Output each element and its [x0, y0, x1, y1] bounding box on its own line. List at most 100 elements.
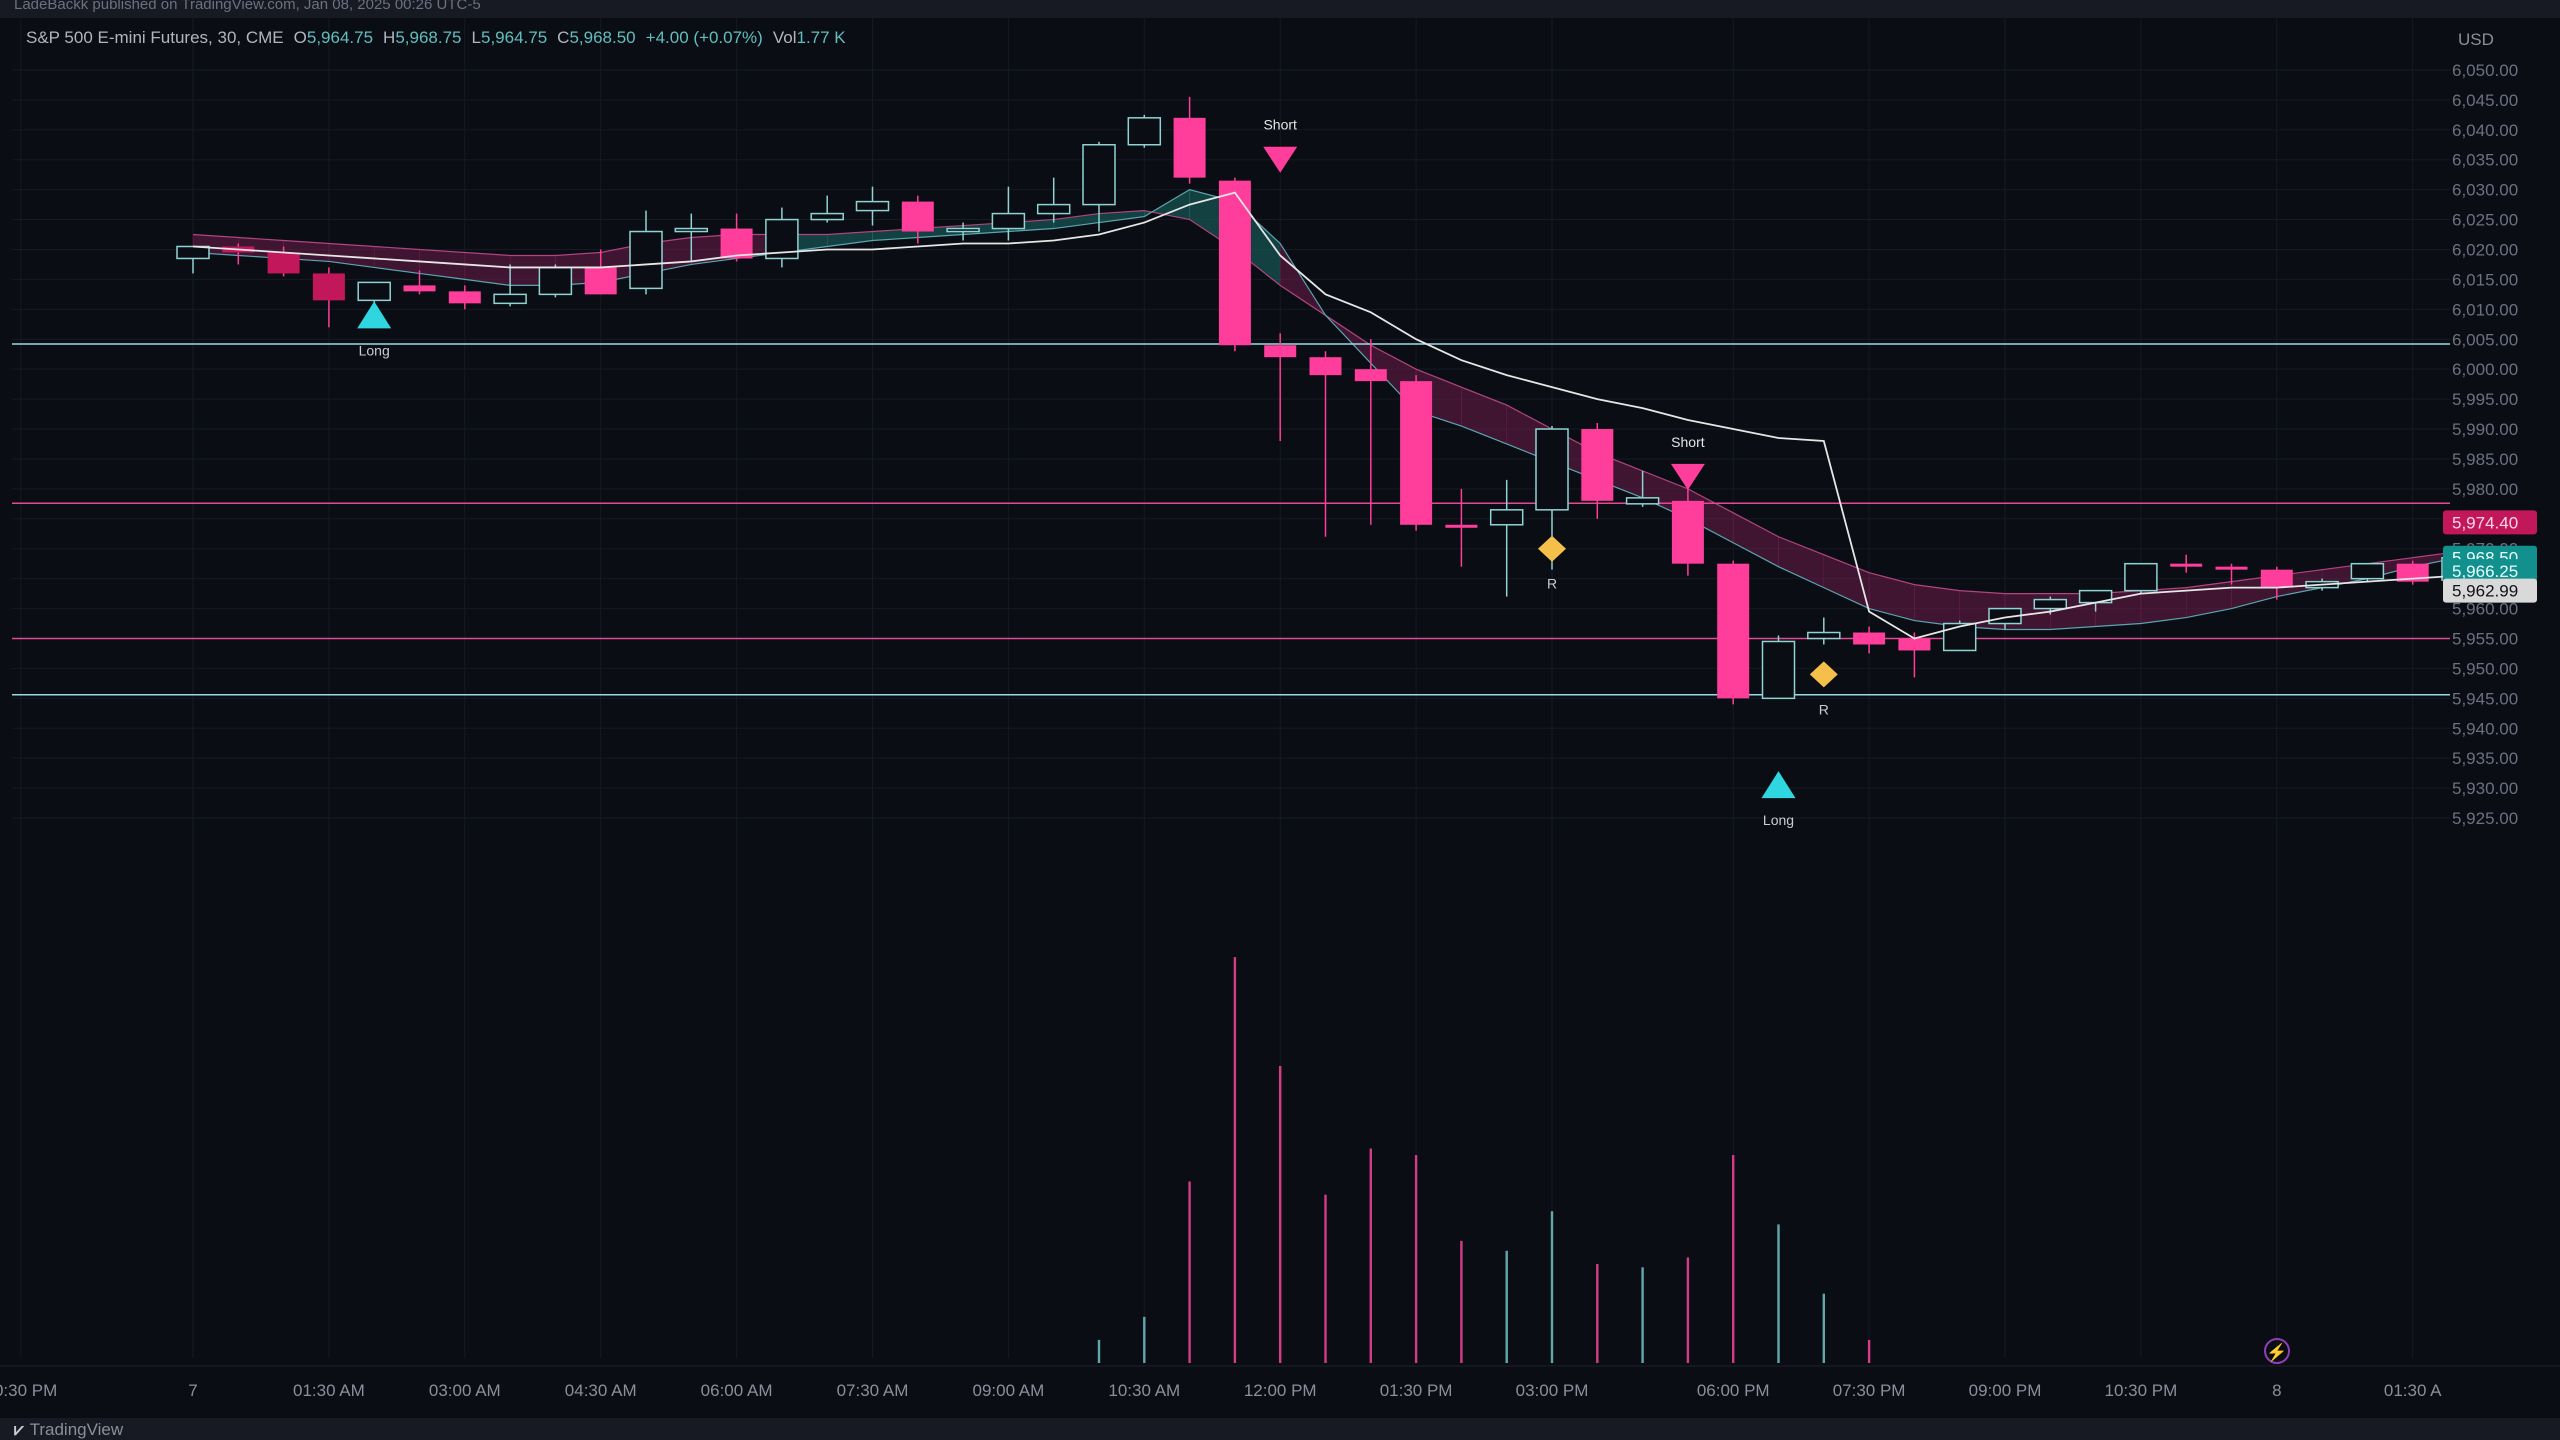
- retest-label: R: [1547, 576, 1557, 592]
- price-tick-label: 5,980.00: [2452, 480, 2518, 499]
- candle-body: [1581, 429, 1614, 501]
- volume-bar: [1460, 1240, 1463, 1363]
- price-tick-label: 6,035.00: [2452, 151, 2518, 170]
- long-signal-label: Long: [1763, 812, 1794, 828]
- volume-bar: [1143, 1316, 1146, 1363]
- candle-body: [1898, 638, 1931, 651]
- candle-body: [810, 212, 844, 221]
- legend-change: +4.00 (+0.07%): [645, 28, 763, 47]
- candle-body: [1942, 622, 1977, 652]
- time-tick-label: 09:00 PM: [1969, 1381, 2042, 1400]
- long-signal-label: Long: [359, 342, 390, 358]
- candle-body: [1807, 631, 1841, 640]
- candle-body: [357, 281, 391, 302]
- price-tick-label: 6,025.00: [2452, 211, 2518, 230]
- time-tick-label: 06:00 AM: [701, 1381, 773, 1400]
- long-signal-triangle: [357, 301, 392, 329]
- candle-body: [1036, 203, 1071, 215]
- ma-line: [192, 191, 2459, 640]
- candle-body: [674, 227, 709, 233]
- time-tick-label: 10:30 PM: [0, 1381, 57, 1400]
- time-tick-label: 7: [188, 1381, 197, 1400]
- legend-high: 5,968.75: [395, 28, 462, 47]
- price-tick-label: 5,955.00: [2452, 629, 2518, 648]
- candle-body: [403, 285, 436, 292]
- candle-body: [1717, 563, 1750, 699]
- candle-body: [1489, 509, 1524, 526]
- candle-body: [946, 227, 980, 233]
- candle-body: [1853, 632, 1886, 645]
- time-tick-label: 09:00 AM: [972, 1381, 1044, 1400]
- candle-body: [1218, 180, 1251, 346]
- time-tick-label: 07:30 PM: [1833, 1381, 1906, 1400]
- price-chart[interactable]: Long Short Short Long R R 5,925.00 5,930.00 5,9…: [0, 18, 2560, 1418]
- time-axis[interactable]: 10:30 PM 7 01:30 AM 03:00 AM 04:30 AM 06:00 A…: [0, 1365, 2560, 1400]
- signal-markers: Long Short Short Long R R: [357, 117, 1838, 828]
- legend-low: 5,964.75: [480, 28, 548, 47]
- candle-body: [493, 293, 527, 305]
- price-tick-label: 5,985.00: [2452, 450, 2518, 469]
- legend-close-label: C: [557, 28, 570, 47]
- price-tick-label: 5,935.00: [2452, 749, 2518, 768]
- time-tick-label: 8: [2272, 1381, 2281, 1400]
- volume-bar: [1097, 1339, 1101, 1363]
- price-tick-label: 6,040.00: [2452, 121, 2518, 140]
- white-ma-line: [192, 191, 2459, 640]
- candle-body: [1671, 500, 1704, 564]
- candle-body: [312, 273, 345, 301]
- footer-logo[interactable]: ⩗ TradingView: [14, 1420, 123, 1440]
- candle-body: [1173, 117, 1206, 178]
- legend-volume: 1.77 K: [796, 28, 846, 47]
- publisher-line: LadeBackk published on TradingView.com, …: [14, 0, 481, 13]
- candle-body: [855, 200, 890, 212]
- candle-body: [901, 201, 934, 232]
- volume-bar: [1732, 1155, 1735, 1363]
- legend-close: 5,968.50: [569, 28, 636, 47]
- price-tick-label: 6,050.00: [2452, 61, 2518, 80]
- footer-brand: TradingView: [29, 1420, 124, 1439]
- cloud-segment: [1914, 584, 1960, 627]
- volume-bar: [1777, 1224, 1780, 1363]
- candle-body: [1127, 117, 1162, 146]
- retest-label: R: [1819, 701, 1829, 717]
- volume-bar: [1550, 1211, 1554, 1363]
- volume-bar: [1641, 1267, 1644, 1363]
- legend-low-label: L: [471, 28, 481, 47]
- volume-bar: [1414, 1155, 1418, 1363]
- symbol-legend: S&P 500 E-mini Futures, 30, CME O5,964.75…: [26, 28, 856, 48]
- candle-body: [1354, 369, 1387, 382]
- price-tick-label: 5,995.00: [2452, 390, 2518, 409]
- long-signal-triangle: [1761, 771, 1796, 799]
- time-tick-label: 01:30 A: [2384, 1381, 2442, 1400]
- legend-open: 5,964.75: [306, 28, 374, 47]
- volume-bar: [1596, 1264, 1599, 1363]
- time-tick-label: 04:30 AM: [565, 1381, 637, 1400]
- price-tick-label: 5,925.00: [2452, 809, 2518, 828]
- price-tags: 5,974.405,968.505,966.255,962.99: [2443, 510, 2537, 603]
- flash-icon[interactable]: ⚡: [2264, 1338, 2290, 1364]
- price-tick-label: 5,990.00: [2452, 420, 2518, 439]
- price-tick-label: 6,010.00: [2452, 300, 2518, 319]
- time-tick-label: 01:30 PM: [1380, 1381, 1453, 1400]
- price-tick-label: 6,030.00: [2452, 181, 2518, 200]
- currency-label[interactable]: USD: [2458, 30, 2494, 49]
- short-signal-label: Short: [1263, 117, 1297, 133]
- volume-bar: [1279, 1066, 1282, 1363]
- price-tag-box: [2443, 510, 2537, 535]
- price-tag-label: 5,962.99: [2452, 582, 2518, 601]
- price-tick-label: 5,960.00: [2452, 600, 2518, 619]
- legend-open-label: O: [293, 28, 307, 47]
- volume-bar: [1369, 1148, 1372, 1363]
- candle-body: [176, 245, 210, 260]
- price-tag-box: [2443, 559, 2537, 584]
- price-tag-box: [2443, 578, 2537, 603]
- volume-bar: [1867, 1339, 1871, 1363]
- volume-bar: [1233, 957, 1237, 1363]
- candle-body: [1264, 345, 1297, 358]
- volume-bar: [1686, 1257, 1690, 1363]
- price-tick-label: 5,930.00: [2452, 779, 2518, 798]
- candle-body: [2170, 563, 2203, 567]
- price-tick-label: 6,005.00: [2452, 330, 2518, 349]
- volume-bar: [1822, 1293, 1825, 1363]
- price-tick-label: 6,020.00: [2452, 240, 2518, 259]
